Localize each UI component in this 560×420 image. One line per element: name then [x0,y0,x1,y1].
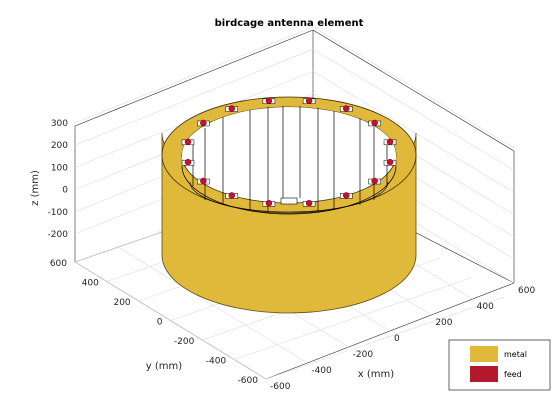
y-tick-label: 600 [50,259,67,269]
legend-label-feed: feed [504,370,522,379]
feed-points [181,97,397,207]
feed-point [265,97,273,105]
y-tick-label: 400 [82,279,99,289]
x-tick-labels: -600 -400 -200 0 200 400 600 [270,286,535,392]
feed-point [371,119,378,127]
feed-gap [280,197,298,205]
x-gridline [116,245,308,364]
legend-swatch-feed [470,366,498,382]
y-tick-label: 0 [157,318,163,328]
feed-point [184,158,192,166]
y-tick-label: -200 [174,337,195,347]
z-tick-label: 100 [51,163,68,173]
z-tick-label: 200 [51,141,68,151]
x-tick-label: -200 [353,350,374,360]
z-tick-label: 0 [62,186,68,196]
feed-point [265,199,273,207]
x-gridline [74,261,267,380]
feed-point [342,192,350,199]
feed-point [200,177,207,185]
chart-title: birdcage antenna element [215,18,364,29]
legend-swatch-metal [470,346,498,362]
y-tick-label: 200 [113,298,130,308]
x-tick-label: 400 [477,302,494,312]
feed-point [386,158,394,166]
z-gridline [312,71,515,193]
z-gridline [74,26,314,124]
y-tick-label: -400 [206,357,227,367]
cage-rungs [192,106,388,212]
y-tick-label: -600 [238,376,259,386]
x-tick-label: 200 [435,318,452,328]
y-gridline [265,296,505,380]
feed-point [386,138,394,146]
x-tick-label: -600 [270,382,291,392]
z-tick-label: -100 [48,208,69,218]
z-gridline [312,48,515,171]
feed-point [184,138,192,146]
inner-back-wall [182,107,396,165]
z-tick-label: -200 [48,230,69,240]
z-tick-labels: 300 200 100 0 -100 -200 [48,119,69,240]
y-tick-labels: 600 400 200 0 -200 -400 -600 [50,259,258,386]
x-tick-label: -400 [311,366,332,376]
inner-bottom-ring [181,165,397,215]
feed-point [342,105,350,112]
feed-point [228,105,236,112]
legend-label-metal: metal [504,350,527,359]
legend-box [448,339,551,391]
feed-point [228,192,236,199]
feed-point [305,97,313,105]
z-tick-label: 300 [51,119,68,129]
legend: metal feed [448,339,551,391]
metal-cylinder [161,96,417,314]
feed-point [305,199,313,207]
z-gridline [74,48,314,146]
feed-point [200,119,207,127]
x-tick-label: 0 [394,334,400,344]
x-axis-label: x (mm) [358,369,394,380]
feed-point [371,177,378,185]
z-gridline [312,26,515,149]
y-axis-label: y (mm) [146,361,182,372]
inner-lower-ring [189,181,389,213]
z-axis-label: z (mm) [30,170,41,206]
x-tick-label: 600 [518,286,535,296]
y-gridline [234,277,473,360]
